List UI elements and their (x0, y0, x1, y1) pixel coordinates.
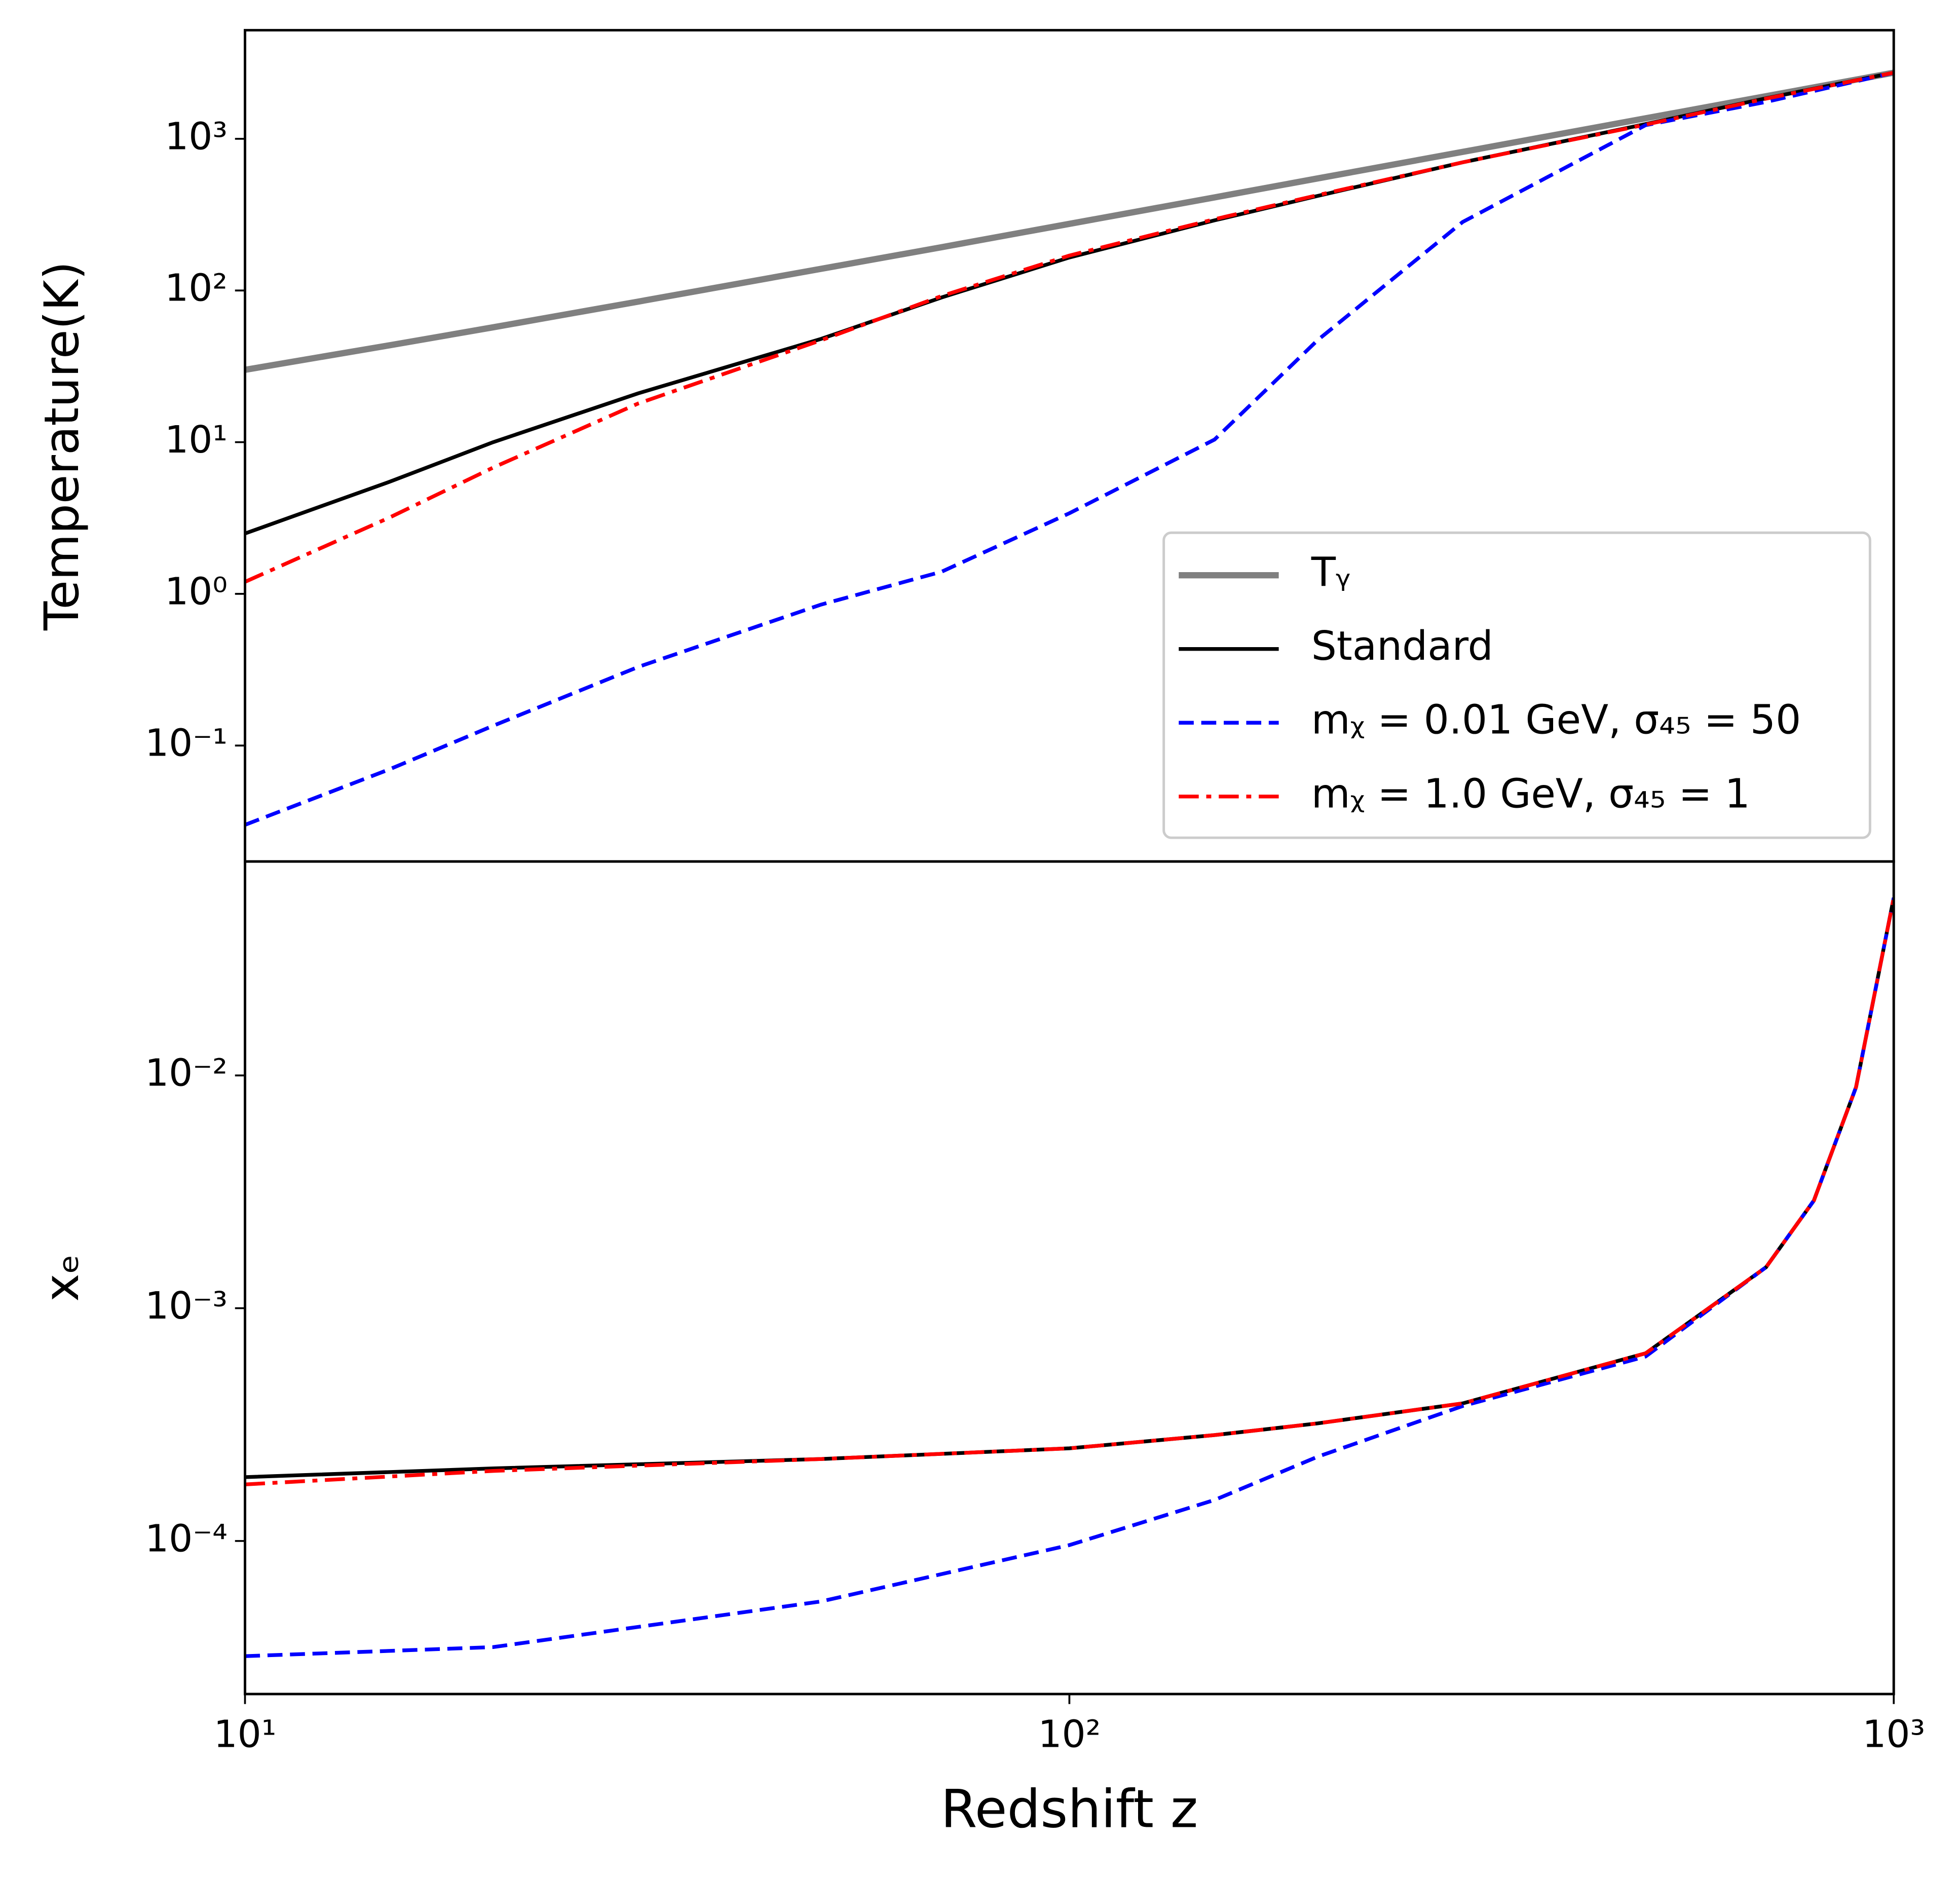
series-line (245, 897, 1894, 1486)
y-tick-label: 10⁻² (145, 1051, 228, 1095)
legend-box (1162, 531, 1871, 839)
series-line (245, 70, 1894, 536)
series-line (245, 897, 1894, 1658)
x-axis-label: Redshift z (940, 1779, 1198, 1840)
legend-label: mᵪ = 0.01 GeV, σ₄₅ = 50 (1311, 697, 1801, 743)
y-tick-label: 10¹ (165, 418, 228, 462)
y-tick-label: 10⁰ (165, 570, 228, 613)
series-line (245, 69, 1894, 373)
legend-label: mᵪ = 1.0 GeV, σ₄₅ = 1 (1311, 770, 1750, 817)
plot-area (245, 69, 1894, 827)
axes-frame (244, 860, 1895, 1696)
series-line (245, 70, 1894, 827)
series-line (245, 70, 1894, 584)
y-tick-label: 10⁻⁴ (145, 1517, 228, 1560)
plot-area (245, 897, 1894, 1658)
x-tick-label: 10² (1038, 1712, 1101, 1756)
y-axis-label: xₑ (34, 1254, 90, 1302)
series-line (245, 897, 1894, 1479)
y-tick-label: 10³ (165, 115, 228, 158)
y-tick-label: 10² (165, 267, 228, 310)
x-tick-label: 10³ (1862, 1712, 1925, 1756)
y-tick-label: 10⁻³ (145, 1284, 228, 1328)
legend-label: Tᵧ (1311, 549, 1351, 596)
legend-label: Standard (1311, 623, 1493, 669)
y-tick-label: 10⁻¹ (145, 722, 228, 765)
y-axis-label: Temperature(K) (34, 261, 90, 631)
x-tick-label: 10¹ (214, 1712, 277, 1756)
